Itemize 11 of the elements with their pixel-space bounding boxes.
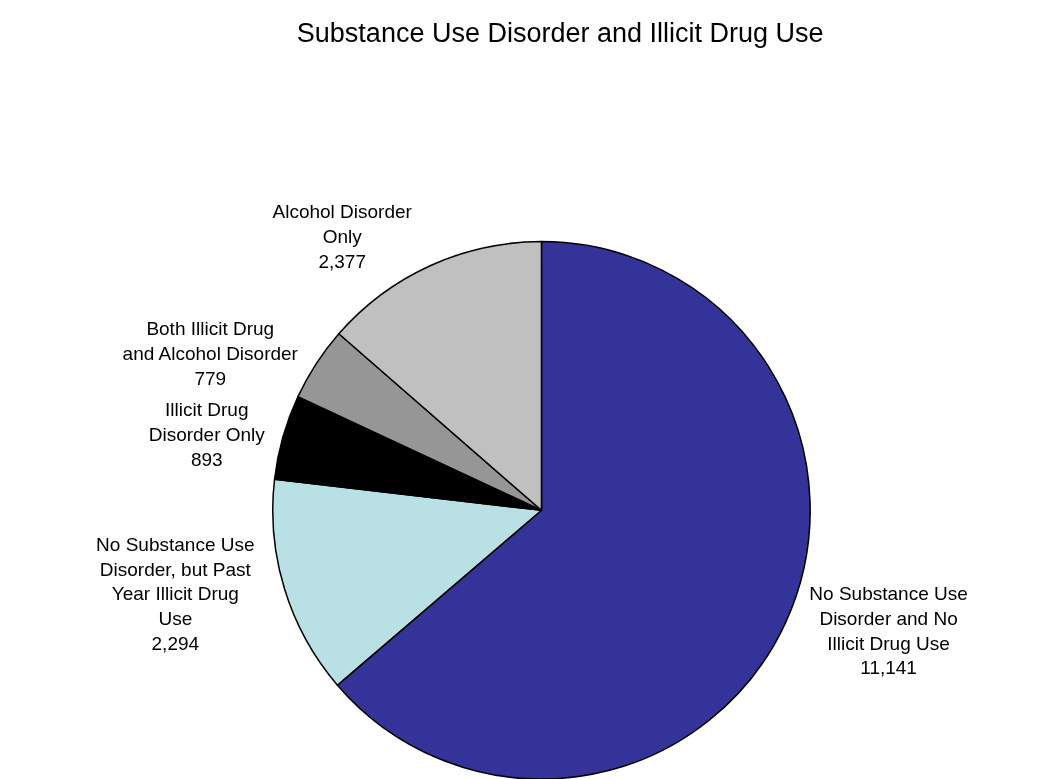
slice-label: Illicit Drug Disorder Only	[148, 399, 266, 445]
slice-label: No Substance Use Disorder and No Illicit Drug Use	[809, 583, 968, 654]
data-label: 779	[194, 367, 227, 389]
data-label: 11,141	[860, 657, 917, 679]
data-label: 893	[190, 448, 223, 470]
slice-label: No Substance Use Disorder, but Past Year Illicit Drug Use	[96, 534, 255, 630]
data-label: 2,377	[318, 250, 366, 272]
data-label: 2,294	[151, 632, 200, 654]
slice-label: Both Illicit Drug and Alcohol Disorder	[122, 318, 299, 364]
slice-label: Alcohol Disorder Only	[272, 201, 413, 248]
chart-title: Substance Use Disorder and Illicit Drug Use	[296, 18, 824, 49]
